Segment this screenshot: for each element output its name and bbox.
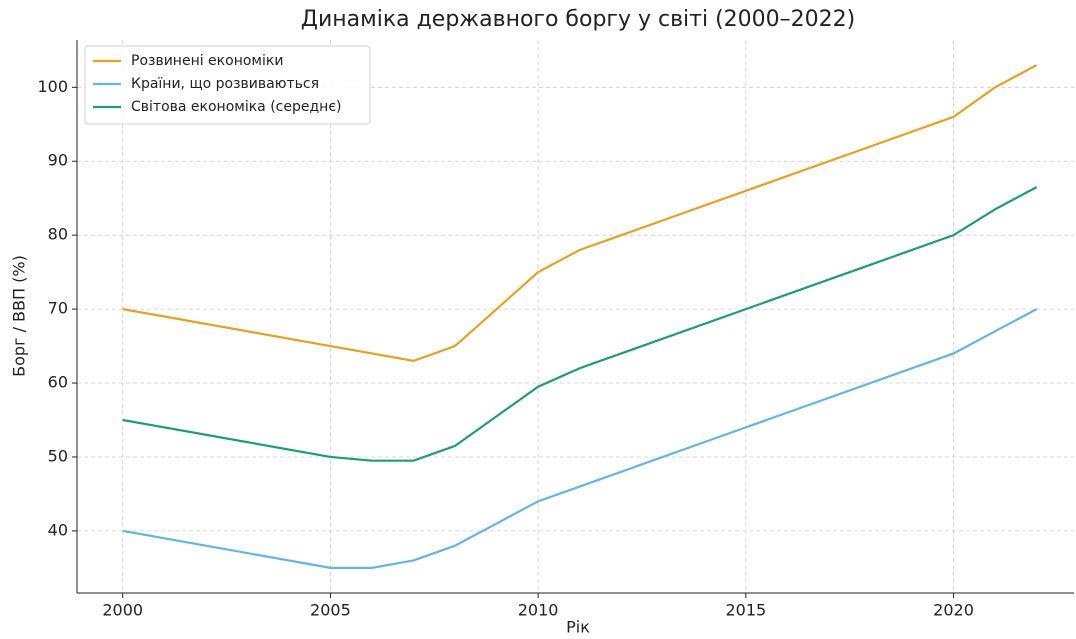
line [122,186,1038,462]
y-axis-label: Борг / ВВП (%) [10,255,29,377]
line [122,308,1038,569]
y-tick-label: 80 [48,225,68,244]
y-tick-label: 50 [48,446,68,465]
y-tick-label: 60 [48,373,68,392]
y-tick-label: 40 [48,520,68,539]
line [122,64,1038,362]
x-tick-label: 2000 [102,601,143,620]
x-tick-label: 2020 [933,601,974,620]
legend-box [84,45,371,125]
legend-label: Країни, що розвиваються [131,76,319,92]
y-tick-label: 70 [48,299,68,318]
chart-title: Динаміка державного боргу у світі (2000–… [301,7,855,32]
y-tick-label: 90 [48,151,68,170]
x-tick-label: 2005 [310,601,351,620]
x-tick-label: 2015 [725,601,766,620]
x-axis-label: Рік [566,618,590,637]
y-tick-label: 100 [37,77,68,96]
legend-label: Світова економіка (середнє) [131,99,341,115]
x-tick-label: 2010 [518,601,559,620]
legend-label: Розвинені економіки [131,53,283,69]
